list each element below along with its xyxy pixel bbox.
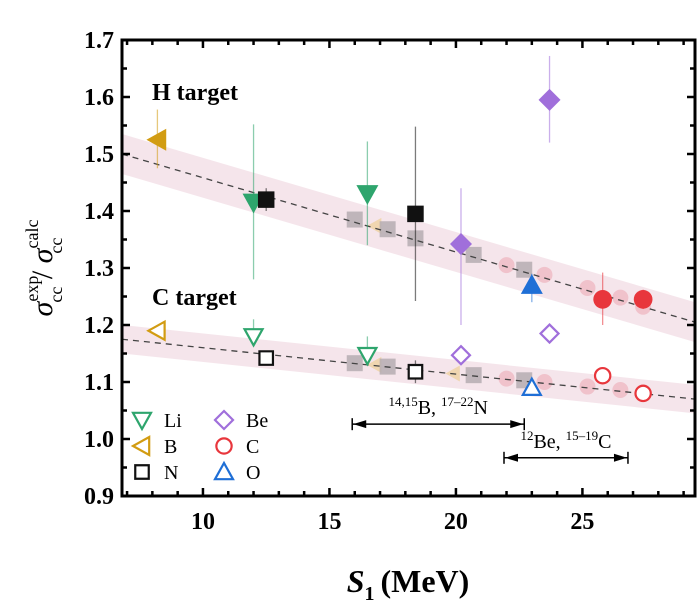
- data-point-be-h-target: [449, 233, 472, 256]
- data-point-li-h-target: [356, 185, 379, 205]
- x-tick-label: 10: [191, 509, 215, 535]
- data-point-li-c-target: [242, 328, 265, 348]
- y-tick-label: 1.4: [84, 199, 114, 225]
- calc-point-square: [465, 246, 482, 263]
- y-sub-2: cc: [46, 238, 66, 254]
- data-point-c-h-target: [633, 290, 653, 309]
- range-label-part: B,: [418, 397, 441, 419]
- annotations: 14,15B, 17–22N 12Be, 15–19C: [351, 394, 629, 464]
- data-point-n-c-target: [258, 350, 275, 366]
- arrow-head-right: [510, 420, 524, 429]
- data-point-c-h-target: [593, 290, 613, 309]
- y-sigma-2: σ: [26, 247, 59, 263]
- legend-marker-b: [130, 435, 151, 457]
- range-label-part: 12: [520, 428, 533, 443]
- x-tick-label: 20: [444, 509, 468, 535]
- data-point-c-c-target: [593, 366, 612, 385]
- h-target-label: H target: [152, 80, 238, 106]
- axes: 10 15 20 25 0.9 1.0 1.1 1.2 1.3 1.4 1.5 1.6 1.7: [84, 28, 697, 535]
- calc-point-circle: [579, 279, 596, 296]
- data-point-be-h-target: [538, 88, 561, 111]
- range-label-part: Be,: [533, 431, 565, 453]
- arrow-head-left: [505, 453, 518, 462]
- x-label-symbol: S: [347, 563, 365, 599]
- range-label-part: C: [598, 431, 611, 453]
- range-label-part: 17–22: [441, 394, 474, 409]
- range-label-1: 12Be, 15–19C: [520, 428, 611, 453]
- calc-point-square: [379, 221, 396, 238]
- y-sup-2: calc: [22, 220, 42, 249]
- y-sup-1: exp: [22, 276, 42, 302]
- range-label-part: N: [474, 397, 488, 419]
- calc-points: [346, 211, 652, 401]
- calc-point-circle: [612, 381, 629, 398]
- y-tick-label: 1.7: [84, 28, 114, 54]
- y-tick-label: 1.1: [84, 370, 114, 396]
- y-tick-label: 0.9: [84, 484, 114, 510]
- data-point-b-c-target: [146, 319, 166, 342]
- data-point-li-c-target: [356, 346, 379, 367]
- calc-point-triangle: [366, 217, 382, 234]
- y-tick-label: 1.5: [84, 142, 114, 168]
- calc-point-circle: [498, 257, 515, 274]
- data-point-c-c-target: [634, 384, 652, 403]
- calc-point-circle: [579, 378, 596, 395]
- calc-point-triangle: [366, 356, 382, 373]
- data-points: [146, 55, 653, 403]
- y-sub-1: cc: [46, 287, 66, 303]
- data-point-be-c-target: [538, 322, 561, 345]
- x-tick-label: 25: [570, 509, 594, 535]
- legend-label-n: N: [164, 462, 178, 484]
- range-label-0: 14,15B, 17–22N: [388, 394, 488, 419]
- y-sigma-1: σ: [26, 300, 59, 316]
- c-target-label: C target: [152, 285, 237, 311]
- y-axis-label: σexp cc / σcalc cc: [22, 220, 66, 317]
- range-label-part: 14,15: [388, 394, 417, 409]
- legend-marker-o: [213, 460, 235, 481]
- calc-point-circle: [536, 374, 553, 390]
- arrow-head-left: [353, 420, 367, 429]
- data-point-n-h-target: [407, 205, 424, 223]
- data-point-b-h-target: [146, 128, 167, 151]
- calc-point-square: [465, 367, 482, 384]
- data-point-be-c-target: [450, 344, 472, 366]
- y-tick-label: 1.2: [84, 313, 114, 339]
- calc-point-square: [516, 261, 533, 278]
- y-tick-label: 1.3: [84, 256, 114, 282]
- x-label-sub: 1: [364, 583, 374, 604]
- calc-point-square: [346, 211, 363, 228]
- calc-point-circle: [536, 266, 553, 283]
- legend-label-li: Li: [164, 410, 182, 432]
- legend-label-b: B: [164, 436, 177, 458]
- x-tick-label: 15: [317, 509, 341, 535]
- data-point-n-h-target: [257, 191, 275, 208]
- legend-marker-n: [134, 464, 150, 480]
- plot-frame: [120, 38, 697, 498]
- y-tick-label: 1.6: [84, 85, 114, 111]
- y-tick-label: 1.0: [84, 427, 114, 453]
- y-slash: /: [26, 263, 59, 286]
- legend-marker-be: [213, 409, 235, 431]
- legend-label-c: C: [246, 436, 259, 458]
- legend-marker-c: [215, 437, 233, 455]
- legend-marker-li: [131, 411, 153, 432]
- x-label-unit: (MeV): [380, 563, 469, 599]
- data-point-n-c-target: [407, 363, 424, 380]
- range-label-part: 15–19: [566, 428, 599, 443]
- x-axis-label: S1 (MeV): [347, 563, 470, 604]
- data-point-o-c-target: [520, 376, 543, 396]
- legend-label-o: O: [246, 462, 260, 484]
- legend-label-be: Be: [246, 410, 268, 432]
- arrow-head-right: [613, 453, 627, 462]
- data-point-o-h-target: [520, 274, 543, 294]
- legend: Li Be B C N O: [130, 409, 268, 484]
- calc-point-circle: [612, 289, 629, 306]
- calc-point-circle: [498, 370, 515, 387]
